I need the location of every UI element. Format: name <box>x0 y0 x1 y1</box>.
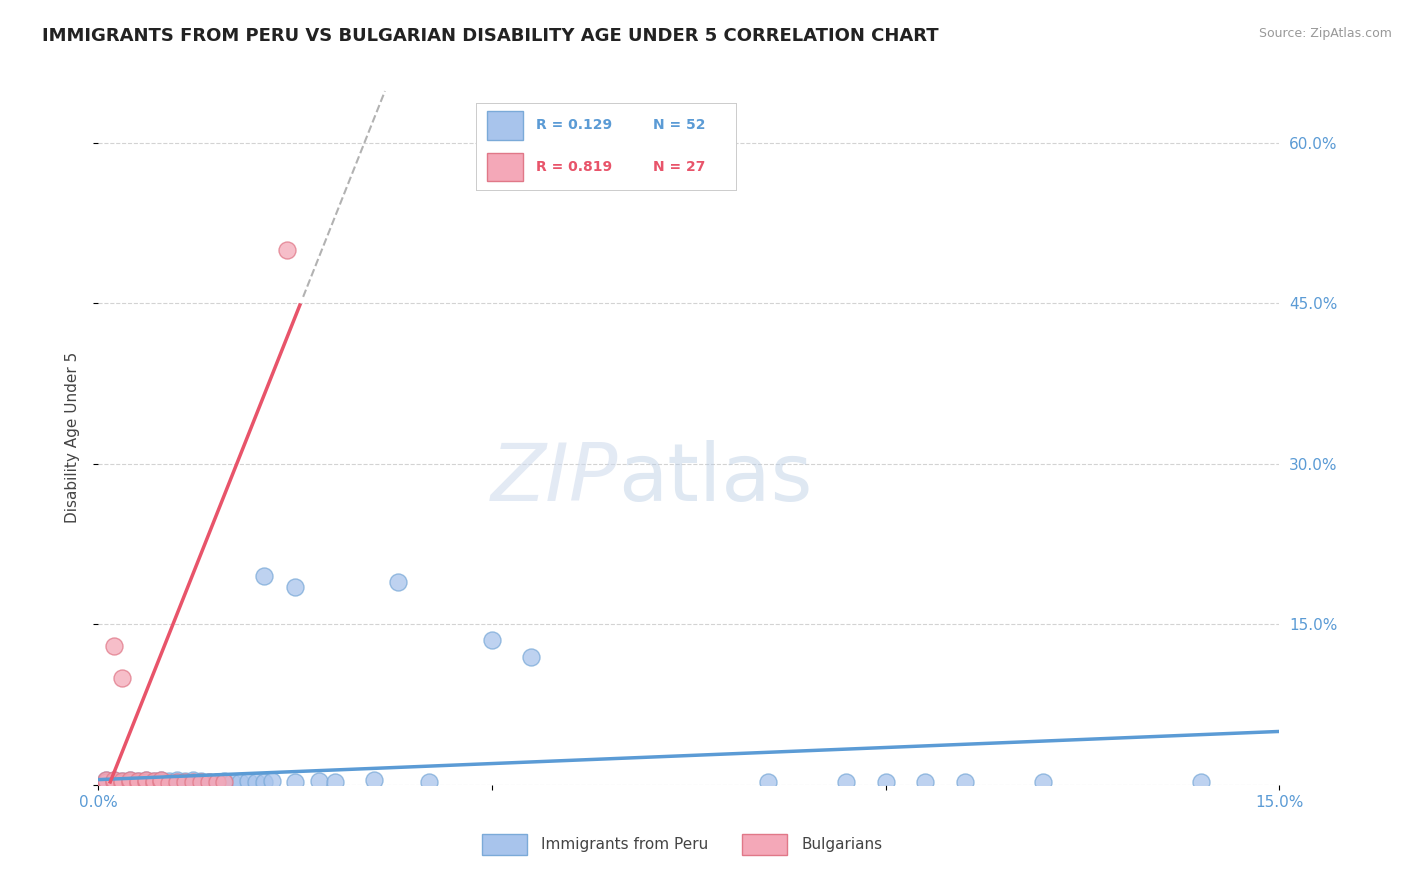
Point <box>197 774 219 789</box>
Point <box>1189 774 1212 789</box>
Point <box>520 649 543 664</box>
Point <box>756 774 779 789</box>
Point <box>142 776 165 790</box>
Point <box>914 774 936 789</box>
Point <box>245 774 267 789</box>
Text: Immigrants from Peru: Immigrants from Peru <box>541 837 709 852</box>
Point <box>135 772 157 787</box>
Point <box>214 773 236 788</box>
Text: Source: ZipAtlas.com: Source: ZipAtlas.com <box>1258 27 1392 40</box>
Text: ZIP: ZIP <box>491 440 619 518</box>
Text: atlas: atlas <box>619 440 813 518</box>
Point <box>96 772 118 787</box>
Point <box>118 772 141 787</box>
Point <box>308 773 330 788</box>
Point <box>127 776 149 790</box>
Point <box>111 773 134 788</box>
Point <box>166 774 188 789</box>
Point <box>118 774 141 789</box>
Point <box>284 774 307 789</box>
Point <box>284 580 307 594</box>
Point <box>96 774 118 789</box>
Point <box>111 671 134 685</box>
Point <box>174 774 197 789</box>
Point <box>96 772 118 787</box>
Point <box>150 772 173 787</box>
Point <box>229 774 252 789</box>
Point <box>111 776 134 790</box>
Point <box>875 774 897 789</box>
Point <box>142 773 165 788</box>
Point <box>174 773 197 788</box>
Point <box>363 772 385 787</box>
Point <box>118 774 141 789</box>
Point <box>253 774 276 789</box>
Point <box>181 772 204 787</box>
Point <box>135 774 157 789</box>
Point <box>103 772 125 787</box>
Point <box>1032 774 1054 789</box>
Point <box>150 772 173 787</box>
Point <box>135 772 157 787</box>
Point <box>214 774 236 789</box>
Point <box>96 774 118 789</box>
Point <box>418 774 440 789</box>
Point <box>157 776 180 790</box>
Point <box>253 569 276 583</box>
Point <box>205 774 228 789</box>
FancyBboxPatch shape <box>482 834 527 855</box>
Point <box>276 243 298 257</box>
Point <box>103 772 125 787</box>
Point <box>953 774 976 789</box>
Point <box>835 774 858 789</box>
Point <box>323 774 346 789</box>
Point <box>166 772 188 787</box>
Point <box>166 774 188 789</box>
Point <box>260 773 283 788</box>
Point <box>111 776 134 790</box>
Point <box>387 574 409 589</box>
Point <box>190 773 212 788</box>
Point <box>181 774 204 789</box>
Point <box>103 774 125 789</box>
Point <box>205 774 228 789</box>
FancyBboxPatch shape <box>742 834 787 855</box>
Point <box>181 774 204 789</box>
Point <box>150 774 173 789</box>
Point <box>157 776 180 790</box>
Point <box>481 633 503 648</box>
Y-axis label: Disability Age Under 5: Disability Age Under 5 <box>65 351 80 523</box>
Point <box>157 773 180 788</box>
Point <box>190 774 212 789</box>
Point <box>135 774 157 789</box>
Text: IMMIGRANTS FROM PERU VS BULGARIAN DISABILITY AGE UNDER 5 CORRELATION CHART: IMMIGRANTS FROM PERU VS BULGARIAN DISABI… <box>42 27 939 45</box>
Point <box>127 773 149 788</box>
Text: Bulgarians: Bulgarians <box>801 837 882 852</box>
Point <box>142 776 165 790</box>
Point <box>118 772 141 787</box>
Point <box>142 773 165 788</box>
Point <box>190 776 212 790</box>
Point <box>127 773 149 788</box>
Point <box>111 773 134 788</box>
Point <box>236 773 259 788</box>
Point <box>221 774 243 789</box>
Point <box>103 639 125 653</box>
Point <box>150 774 173 789</box>
Point <box>127 776 149 790</box>
Point <box>174 776 197 790</box>
Point <box>103 774 125 789</box>
Point <box>197 774 219 789</box>
